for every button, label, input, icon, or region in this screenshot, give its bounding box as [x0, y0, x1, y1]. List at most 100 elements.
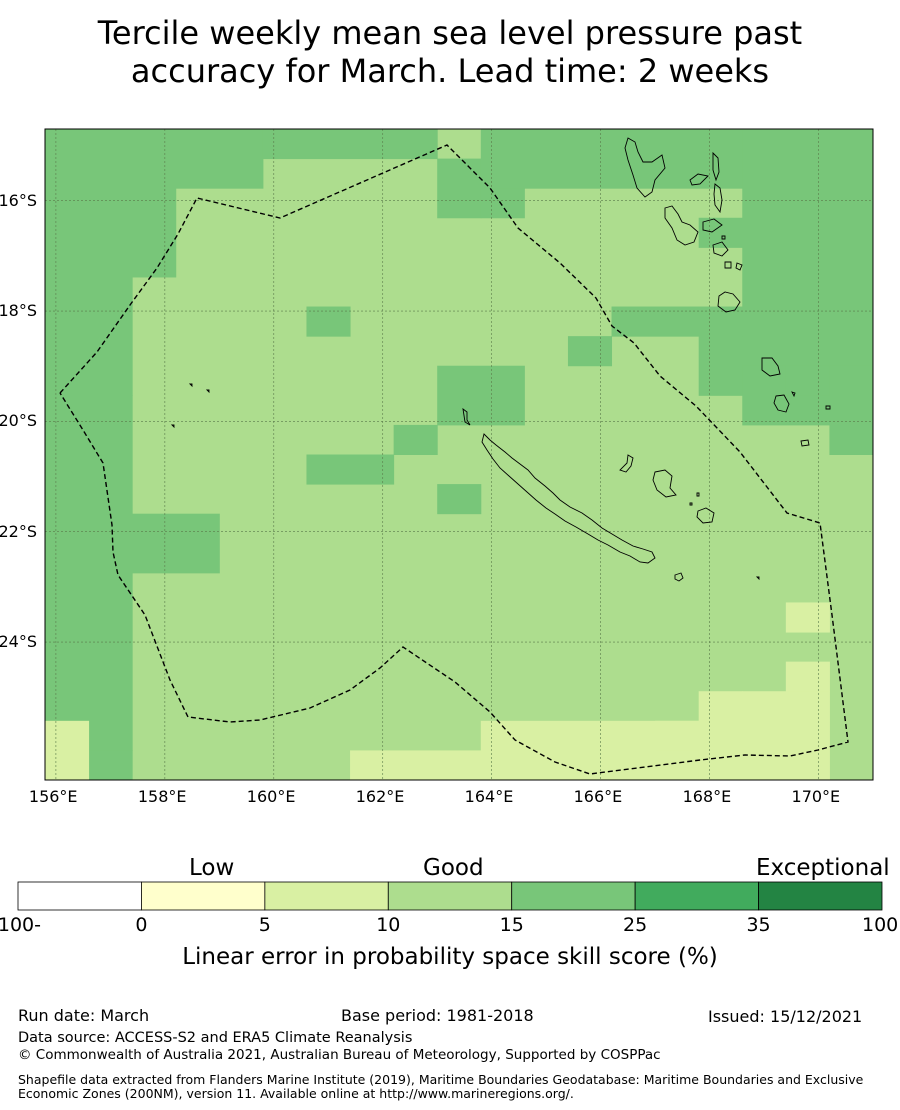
small-island-4 — [170, 383, 760, 581]
small-island-3 — [689, 492, 700, 506]
coastlines — [170, 137, 831, 582]
colorbar-tick-label: 5 — [258, 914, 271, 936]
skill-cell — [698, 336, 743, 396]
colorbar-tick-label: -100 — [0, 914, 41, 936]
mare-coast — [696, 507, 715, 524]
skill-cell — [437, 158, 482, 219]
latitude-tick-label: 18°S — [0, 301, 37, 321]
lifou-coast — [652, 469, 677, 498]
erromango-coast — [761, 357, 781, 377]
data-source: Data source: ACCESS-S2 and ERA5 Climate … — [18, 1030, 413, 1046]
small-island-2 — [721, 235, 726, 240]
colorbar-tick-label: 10 — [376, 914, 401, 936]
isle-of-pines-coast — [674, 572, 684, 582]
longitude-tick-label: 170°E — [791, 787, 841, 806]
map-title: Tercile weekly mean sea level pressure p… — [0, 14, 900, 90]
skill-cell — [655, 720, 700, 751]
longitude-tick-label: 164°E — [464, 787, 514, 806]
skill-cell — [742, 129, 874, 367]
colorbar — [17, 881, 883, 911]
colorbar-segment — [264, 881, 389, 911]
shepherd-isles-coast — [724, 261, 743, 271]
epi-coast — [712, 241, 729, 257]
latitude-tick-label: 24°S — [0, 632, 37, 652]
longitude-tick-label: 168°E — [682, 787, 732, 806]
map-frame — [44, 128, 874, 781]
longitude-tick-label: 156°E — [28, 787, 78, 806]
colorbar-segment — [634, 881, 759, 911]
skill-cell — [785, 602, 830, 633]
copyright: © Commonwealth of Australia 2021, Austra… — [18, 1047, 661, 1063]
colorbar-tick-label: 15 — [499, 914, 524, 936]
title-line-2: accuracy for March. Lead time: 2 weeks — [130, 52, 770, 90]
skill-cell — [698, 217, 743, 248]
espiritu-santo-coast — [624, 137, 666, 198]
ambae-coast — [689, 173, 709, 186]
skill-grid — [45, 129, 874, 781]
colorbar-segment — [17, 881, 142, 911]
base-period: Base period: 1981-2018 — [341, 1006, 534, 1025]
skill-cell — [306, 454, 395, 485]
longitude-tick-label: 166°E — [573, 787, 623, 806]
skill-cell — [306, 306, 351, 337]
graticule — [45, 129, 873, 780]
skill-cell — [785, 661, 830, 692]
skill-cell — [45, 720, 90, 781]
colorbar-tick-label: 25 — [623, 914, 648, 936]
latitude-tick-label: 20°S — [0, 411, 37, 431]
colorbar-title: Linear error in probability space skill … — [182, 944, 718, 970]
skill-cell — [175, 129, 264, 189]
colorbar-label-low: Low — [189, 855, 235, 881]
malekula-coast — [664, 205, 699, 246]
aneityum-coast — [825, 405, 831, 410]
skill-cell — [698, 691, 743, 781]
skill-cell — [45, 129, 177, 278]
colorbar-segment — [511, 881, 636, 911]
skill-cell — [45, 395, 133, 544]
skill-cell — [437, 484, 482, 515]
pentecost-coast — [713, 183, 723, 214]
issued-date: Issued: 15/12/2021 — [708, 1007, 863, 1026]
skill-cell — [132, 513, 220, 574]
matthew-hunter-coast — [800, 439, 810, 447]
colorbar-tick-label: 0 — [135, 914, 148, 936]
skill-cell — [480, 129, 525, 189]
ouvea-coast — [619, 454, 634, 473]
skill-cell — [437, 365, 525, 426]
colorbar-label-exceptional: Exceptional — [756, 855, 890, 881]
run-date: Run date: March — [18, 1006, 150, 1025]
skill-cell — [262, 129, 438, 160]
skill-cell — [829, 395, 874, 455]
eez-boundary — [59, 144, 849, 775]
skill-cell — [567, 336, 613, 367]
skill-cell — [88, 750, 133, 781]
skill-cell — [785, 365, 830, 396]
colorbar-tick-label: 100 — [862, 914, 899, 936]
new-caledonia-coast — [481, 433, 656, 564]
small-island-1 — [791, 391, 796, 398]
tanna-coast — [773, 394, 790, 413]
skill-cell — [45, 276, 133, 396]
colorbar-label-good: Good — [423, 855, 484, 881]
belep-coast — [462, 407, 471, 426]
skill-cell — [480, 188, 525, 219]
efate-coast — [717, 291, 741, 313]
ambrym-coast — [702, 218, 723, 233]
colorbar-segment — [387, 881, 513, 911]
longitude-tick-label: 160°E — [246, 787, 296, 806]
longitude-tick-label: 158°E — [137, 787, 187, 806]
maewo-coast — [712, 151, 720, 182]
longitude-tick-label: 162°E — [355, 787, 405, 806]
skill-cell — [393, 424, 438, 455]
shapefile-credit: Shapefile data extracted from Flanders M… — [18, 1072, 864, 1101]
skill-cell — [350, 750, 482, 781]
skill-cell — [45, 543, 133, 751]
colorbar-segment — [758, 881, 883, 911]
colorbar-tick-label: 35 — [746, 914, 771, 936]
skill-cell — [611, 306, 743, 337]
latitude-tick-label: 22°S — [0, 521, 37, 541]
colorbar-segment — [141, 881, 266, 911]
latitude-tick-label: 16°S — [0, 190, 37, 210]
skill-cell — [742, 691, 830, 722]
title-line-1: Tercile weekly mean sea level pressure p… — [97, 14, 803, 52]
